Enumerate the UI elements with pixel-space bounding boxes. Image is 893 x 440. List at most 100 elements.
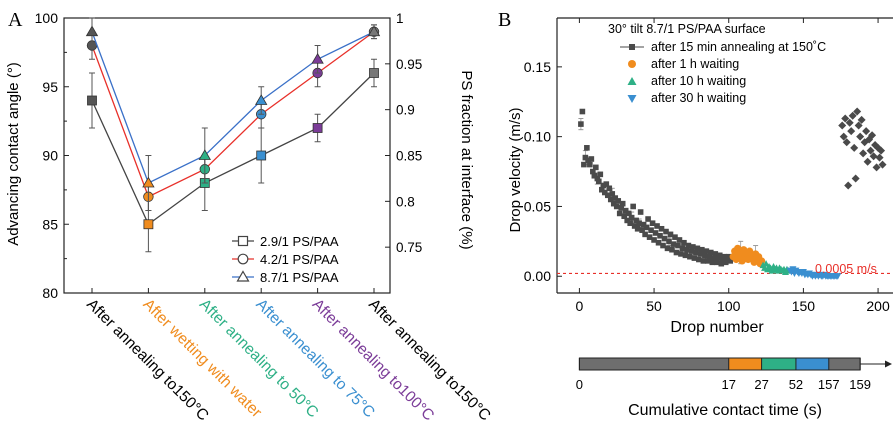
series-after 15 min annealing at 150˚C — [578, 107, 887, 267]
timeline-tick-label: 52 — [789, 377, 803, 392]
timeline-tick-label: 17 — [721, 377, 735, 392]
timeline-segment — [728, 358, 762, 370]
data-point — [582, 154, 589, 161]
series-after 30 h waiting — [786, 266, 842, 280]
data-point — [839, 132, 848, 141]
data-point — [857, 115, 866, 124]
data-point — [658, 225, 665, 232]
data-point — [713, 259, 720, 266]
data-point — [609, 191, 616, 197]
threshold-label: 0.0005 m/s — [815, 262, 877, 276]
data-point — [712, 251, 719, 257]
data-point — [667, 231, 674, 238]
data-point — [669, 246, 675, 253]
data-point — [847, 127, 856, 136]
y-tick-label: 0.15 — [524, 59, 551, 75]
data-point — [369, 68, 379, 78]
panel-a: A Advancing contact angle (°) PS fractio… — [5, 9, 494, 424]
data-point — [663, 228, 669, 235]
data-point — [696, 256, 702, 263]
data-point — [673, 249, 680, 256]
y2-tick-label: 0.95 — [396, 57, 422, 72]
data-point — [854, 121, 863, 130]
timeline-tick-label: 0 — [576, 377, 583, 392]
data-point — [844, 181, 853, 190]
y-tick-label: 95 — [42, 79, 58, 95]
panel-b-points — [578, 107, 887, 280]
legend-entry-8.7: 8.7/1 PS/PAA — [232, 270, 339, 285]
data-point — [682, 252, 689, 259]
data-point — [628, 214, 635, 221]
panel-b: B Drop velocity (m/s) Drop number 0.000.… — [498, 9, 893, 336]
plot-frame — [63, 17, 391, 294]
legend-label: 4.2/1 PS/PAA — [260, 252, 339, 267]
data-point — [596, 178, 602, 185]
data-point — [694, 245, 701, 252]
data-point — [684, 246, 690, 253]
data-point — [705, 258, 711, 264]
data-point — [869, 152, 878, 161]
data-point — [762, 260, 770, 267]
timeline-segment — [761, 358, 796, 370]
y-tick-label: 85 — [42, 216, 58, 232]
data-point — [619, 200, 626, 207]
y-tick-label: 0.05 — [524, 198, 551, 214]
data-point — [690, 244, 696, 250]
data-point — [863, 157, 872, 166]
x-tick-label: 150 — [792, 298, 816, 314]
y2-tick-label: 0.9 — [396, 103, 415, 118]
data-point — [584, 145, 590, 151]
data-point — [255, 94, 268, 105]
data-point — [878, 160, 887, 169]
data-point — [610, 200, 617, 207]
data-point — [591, 172, 598, 179]
data-point — [877, 146, 886, 155]
series-line — [91, 31, 375, 198]
data-point — [578, 121, 584, 127]
data-point — [612, 195, 619, 201]
data-point — [639, 227, 645, 233]
arrow-right-icon — [885, 360, 892, 368]
series-after 10 h waiting — [759, 260, 792, 276]
data-point — [661, 235, 668, 242]
data-point — [859, 149, 868, 158]
data-point — [256, 150, 267, 161]
data-point — [616, 210, 623, 217]
legend-entry-15min: after 15 min annealing at 150˚C — [620, 40, 826, 54]
y-tick-label: 80 — [42, 285, 58, 301]
circle-marker-icon — [628, 60, 636, 68]
data-point — [868, 131, 877, 140]
legend-entry-10h: after 10 h waiting — [627, 74, 746, 88]
x-tick-label: 200 — [866, 298, 890, 314]
data-point — [675, 242, 681, 249]
square-marker-icon — [629, 44, 635, 50]
data-point — [703, 248, 710, 254]
legend-entry-2.9: 2.9/1 PS/PAA — [232, 234, 339, 249]
data-point — [679, 245, 686, 252]
data-point — [600, 182, 607, 189]
y2-tick-label: 1 — [396, 11, 404, 26]
data-point — [853, 107, 862, 116]
y2-tick-label: 0.75 — [396, 240, 422, 255]
y-tick-label: 90 — [42, 148, 58, 164]
panel-a-label: A — [8, 9, 23, 31]
triangle-marker-icon — [627, 77, 637, 85]
data-point — [716, 252, 723, 259]
timeline-segment — [579, 358, 729, 370]
data-point — [866, 146, 875, 155]
data-point — [706, 253, 713, 260]
data-point — [693, 249, 699, 256]
data-point — [862, 127, 871, 136]
data-point — [603, 181, 610, 187]
panel-a-legend: 2.9/1 PS/PAA 4.2/1 PS/PAA 8.7/1 PS/PAA — [232, 234, 339, 285]
data-point — [666, 238, 672, 245]
series-line — [91, 31, 375, 184]
data-point — [615, 198, 622, 204]
data-point — [630, 203, 636, 210]
panel-b-label: B — [498, 9, 511, 31]
data-point — [607, 196, 614, 203]
data-point — [87, 95, 97, 106]
data-point — [621, 213, 627, 220]
